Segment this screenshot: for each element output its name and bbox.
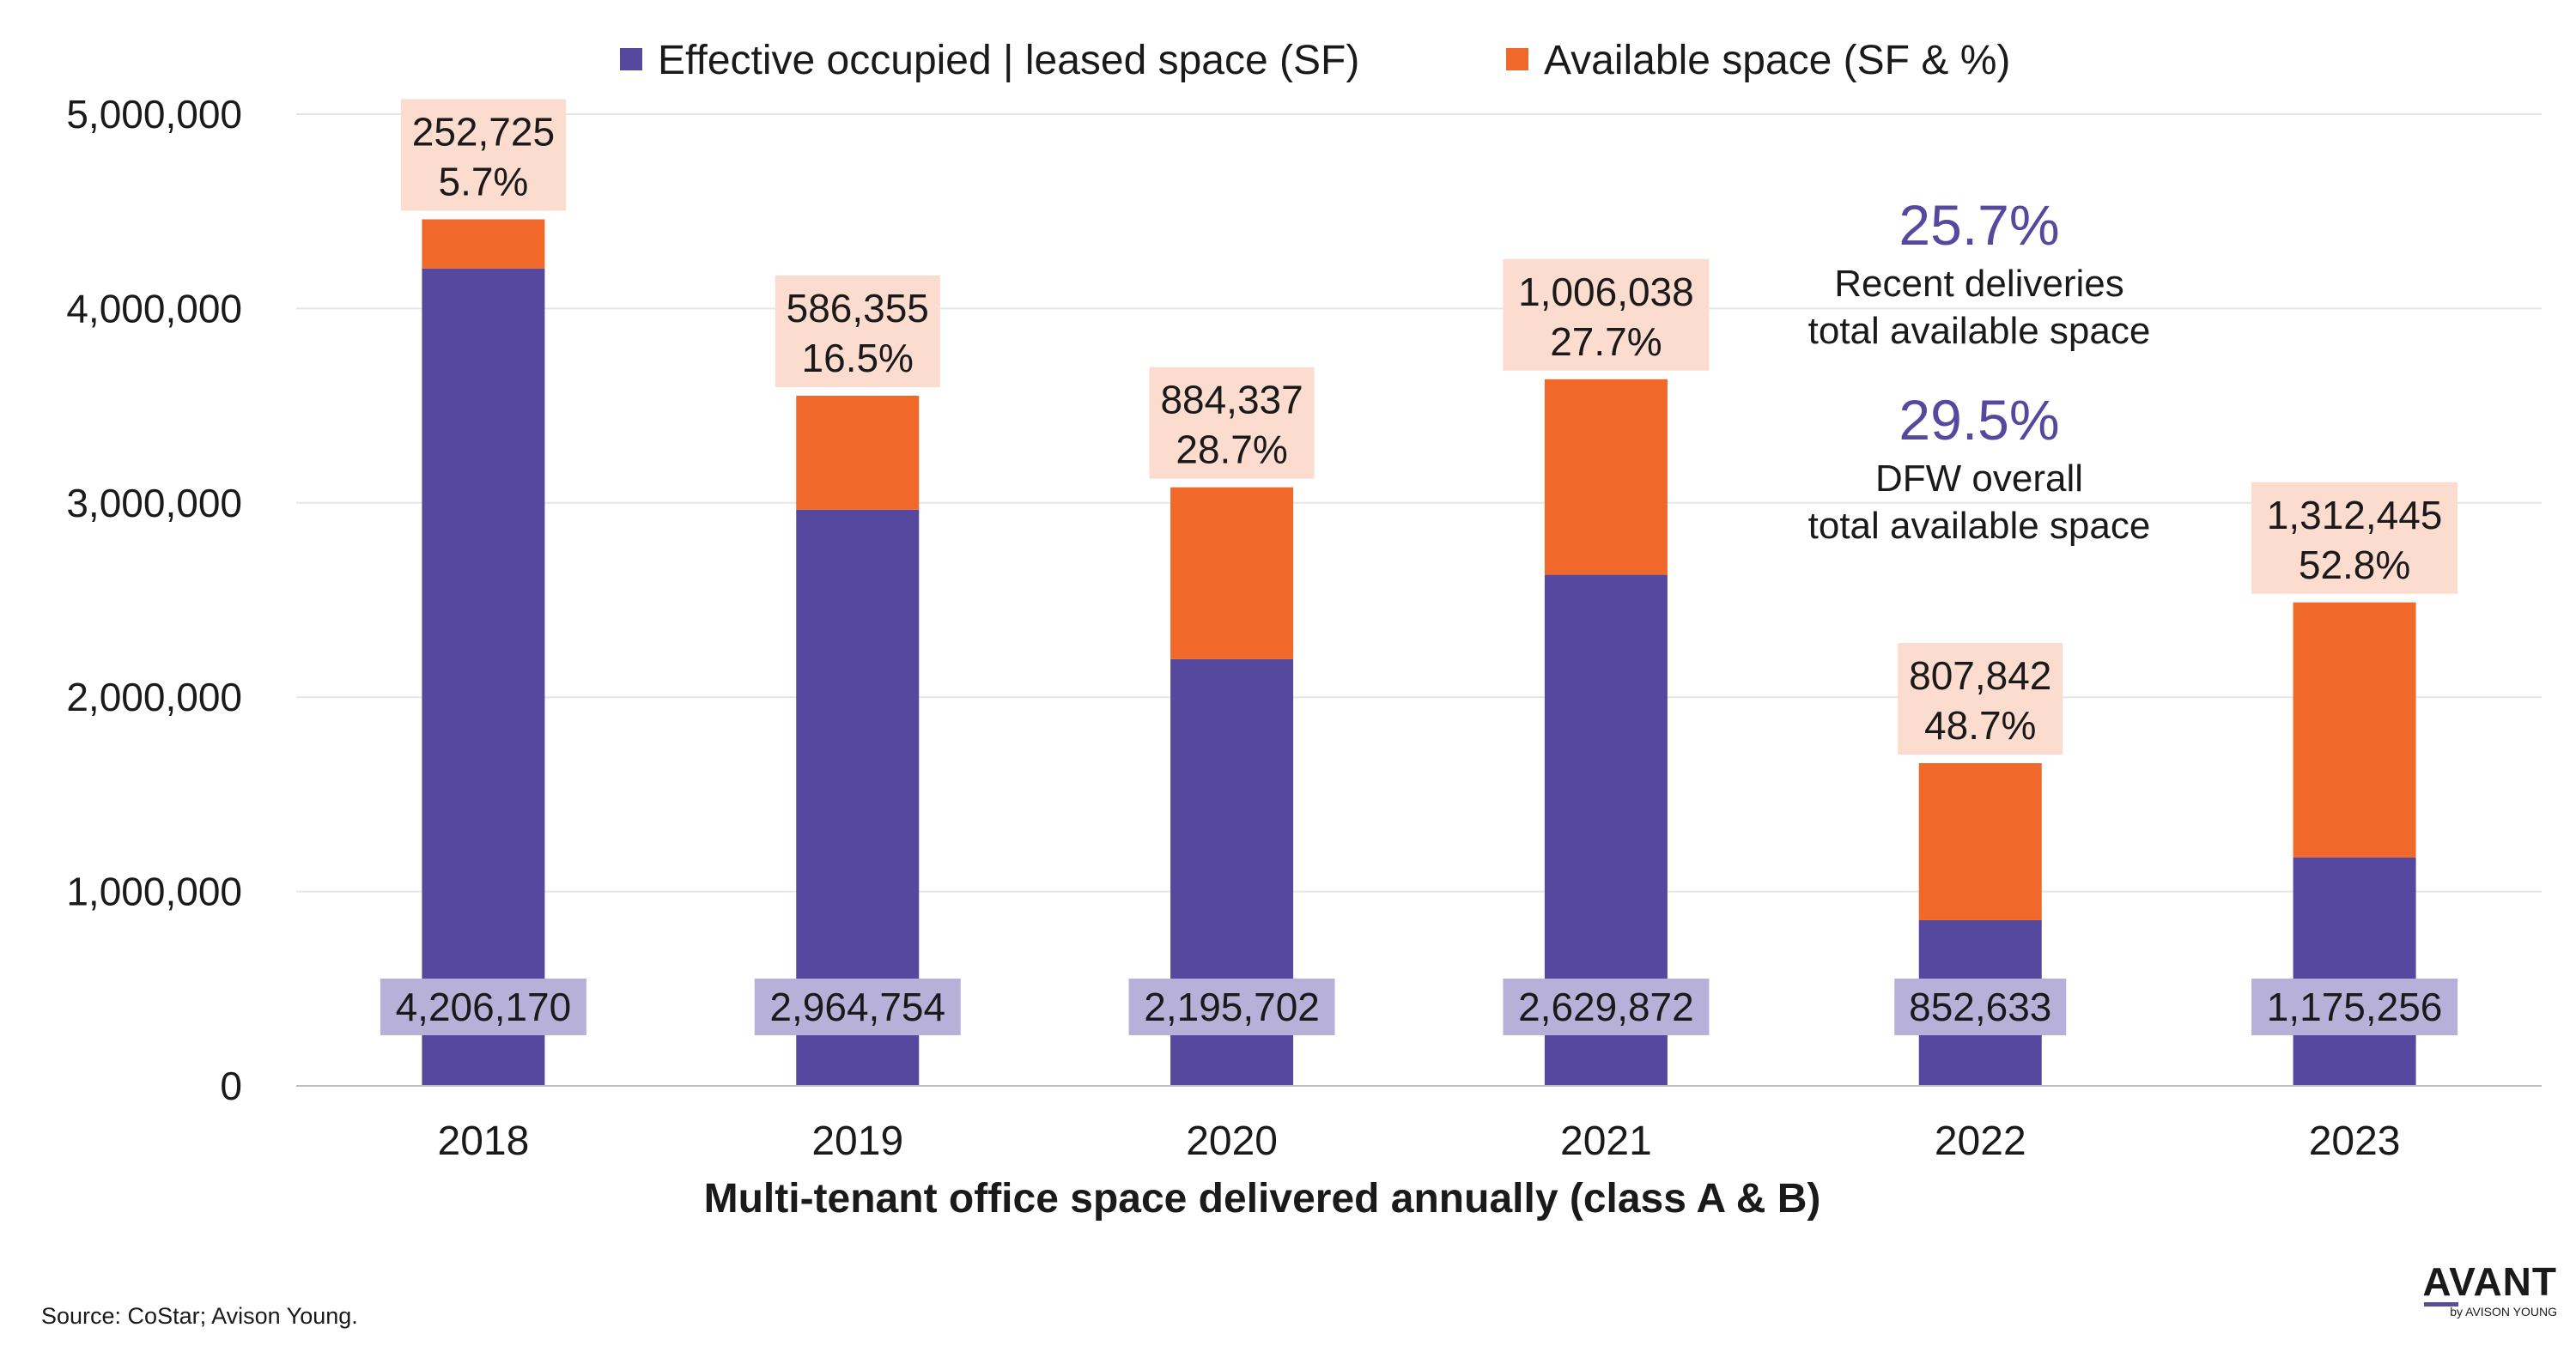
data-label-available: 1,006,038	[1518, 270, 1694, 314]
x-tick-label: 2018	[438, 1119, 530, 1164]
annotation-recent-line2: total available space	[1808, 310, 2151, 352]
bar-available-2022	[1918, 763, 2042, 920]
label-box-available	[1503, 258, 1710, 371]
bar-available-2020	[1170, 487, 1294, 659]
source-note: Source: CoStar; Avison Young.	[41, 1303, 358, 1329]
x-tick-label: 2021	[1560, 1119, 1652, 1164]
x-tick-label: 2020	[1186, 1119, 1278, 1164]
annotation-dfw-line1: DFW overall	[1875, 458, 2083, 500]
data-label-available-percent: 16.5%	[802, 336, 914, 380]
data-label-available-percent: 27.7%	[1550, 319, 1662, 364]
annotation-recent-value: 25.7%	[1899, 193, 2059, 257]
x-tick-label: 2022	[1935, 1119, 2026, 1164]
data-label-occupied: 2,195,702	[1144, 985, 1320, 1029]
bar-available-2021	[1544, 379, 1668, 575]
legend-swatch-available	[1506, 48, 1528, 70]
logo-wordmark: AVANT	[2422, 1259, 2557, 1304]
label-box-occupied	[1128, 979, 1335, 1035]
gridlines	[296, 113, 2542, 893]
data-label-available-percent: 5.7%	[438, 160, 528, 204]
bar-available-2019	[796, 396, 920, 510]
legend-label-available: Available space (SF & %)	[1544, 38, 2010, 83]
y-tick-label: 2,000,000	[66, 675, 242, 719]
data-label-available: 1,312,445	[2267, 493, 2443, 537]
x-tick-label: 2023	[2309, 1119, 2401, 1164]
label-box-available	[775, 276, 940, 388]
avant-logo: AVANT by AVISON YOUNG	[2422, 1262, 2557, 1319]
y-tick-label: 0	[220, 1064, 242, 1108]
bar-occupied-2023	[2293, 857, 2416, 1086]
annotation-dfw-value: 29.5%	[1899, 388, 2059, 452]
label-box-occupied	[1894, 979, 2067, 1035]
bar-available-2023	[2293, 602, 2416, 858]
y-axis-ticks: 0 1,000,000 2,000,000 3,000,000 4,000,000 5,0…	[66, 92, 242, 1108]
x-axis-ticks: 2018 2019 2020 2021 2022 2023	[438, 1119, 2401, 1164]
data-label-occupied: 852,633	[1909, 985, 2051, 1029]
data-label-occupied: 4,206,170	[396, 985, 572, 1029]
legend-swatch-occupied	[620, 48, 642, 70]
annotation-recent-line1: Recent deliveries	[1834, 263, 2124, 305]
legend[interactable]: Effective occupied | leased space (SF) A…	[620, 38, 2010, 83]
data-label-available: 252,725	[412, 110, 555, 155]
data-label-available-percent: 28.7%	[1176, 427, 1287, 472]
x-tick-label: 2019	[811, 1119, 903, 1164]
data-labels: 4,206,170 252,725 5.7% 2,964,754 586,355 16.5…	[380, 99, 2458, 1035]
label-box-occupied	[380, 979, 586, 1035]
y-tick-label: 5,000,000	[66, 92, 242, 136]
label-box-available	[1149, 367, 1315, 479]
bar-available-2018	[422, 219, 545, 269]
data-label-occupied: 2,964,754	[769, 985, 945, 1029]
label-box-available	[1898, 643, 2063, 755]
y-tick-label: 3,000,000	[66, 481, 242, 525]
data-label-occupied: 2,629,872	[1518, 985, 1694, 1029]
logo-underline	[2424, 1302, 2459, 1307]
data-label-available-percent: 48.7%	[1924, 703, 2036, 748]
bar-occupied-2018	[422, 268, 545, 1086]
label-box-occupied	[2251, 979, 2458, 1035]
y-tick-label: 1,000,000	[66, 870, 242, 914]
data-label-available: 884,337	[1160, 378, 1303, 422]
x-axis-title: Multi-tenant office space delivered annu…	[704, 1176, 1821, 1222]
annotation-dfw-line2: total available space	[1808, 505, 2151, 547]
label-box-available	[400, 99, 566, 211]
data-label-occupied: 1,175,256	[2267, 985, 2443, 1029]
annotation-dfw: 29.5% DFW overall total available space	[1808, 388, 2151, 547]
logo-subtitle: by AVISON YOUNG	[2450, 1305, 2557, 1319]
data-label-available: 586,355	[787, 286, 929, 330]
data-label-available: 807,842	[1909, 653, 2051, 698]
data-label-available-percent: 52.8%	[2299, 543, 2410, 587]
y-tick-label: 4,000,000	[66, 286, 242, 330]
legend-label-occupied: Effective occupied | leased space (SF)	[658, 38, 1359, 83]
label-box-occupied	[754, 979, 961, 1035]
label-box-available	[2251, 482, 2458, 594]
label-box-occupied	[1503, 979, 1710, 1035]
annotation-recent: 25.7% Recent deliveries total available …	[1808, 193, 2151, 352]
